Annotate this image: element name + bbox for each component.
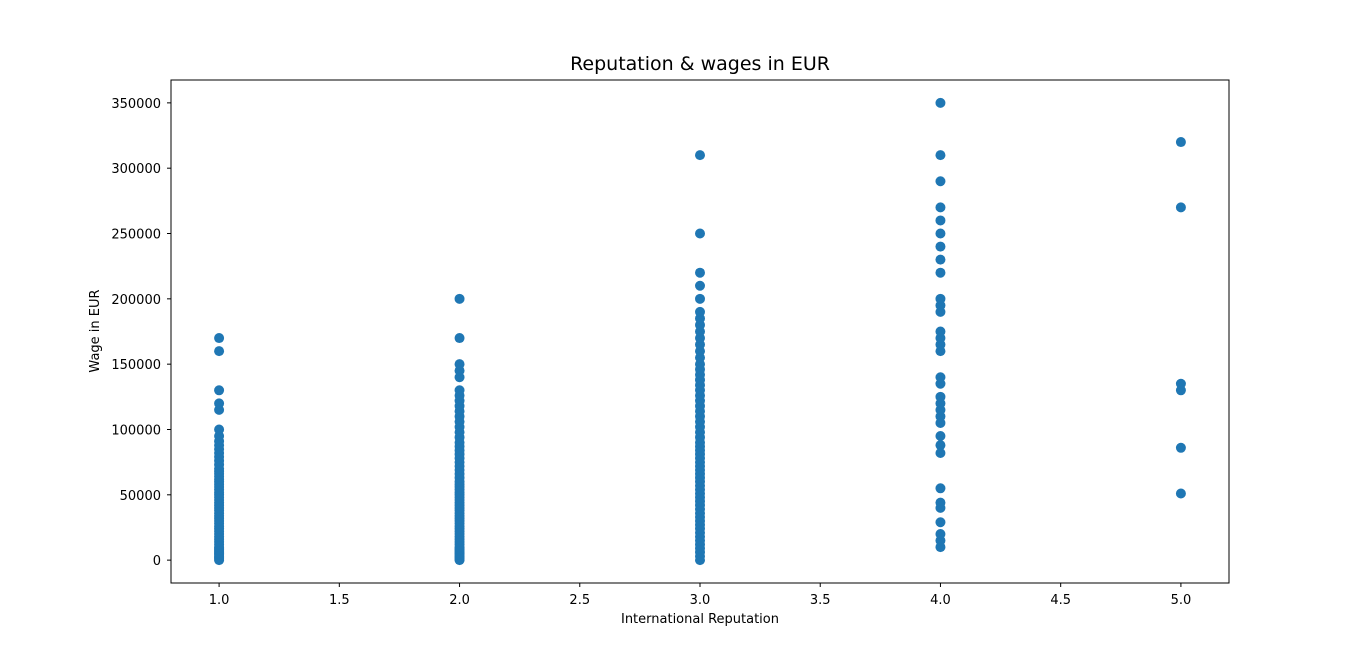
scatter-point [214,385,225,396]
y-tick-label: 50000 [120,489,161,504]
scatter-point [935,431,946,442]
scatter-point [935,267,946,278]
scatter-point [935,202,946,213]
scatter-point [214,333,225,344]
scatter-point [1175,202,1186,213]
x-tick-label: 5.0 [1171,593,1192,608]
scatter-point [1175,442,1186,453]
scatter-point [935,448,946,458]
scatter-point [935,440,946,451]
plot-area [214,97,1186,566]
scatter-point [935,241,946,252]
y-tick-label: 300000 [111,162,161,177]
scatter-point [1175,378,1186,389]
scatter-point [935,326,946,337]
scatter-point [454,333,465,344]
scatter-point [695,267,705,278]
scatter-point [935,529,946,540]
scatter-point [214,424,225,435]
scatter-point [695,293,705,304]
y-axis-label: Wage in EUR [88,289,103,372]
scatter-point [454,293,465,304]
scatter-point [935,97,946,108]
x-tick-label: 4.0 [930,593,951,608]
scatter-point [695,228,705,239]
scatter-point [1175,488,1186,499]
x-axis: 1.0 1.5 2.0 2.5 3.0 3.5 4.0 4.5 5.0 [209,583,1192,608]
y-tick-label: 200000 [111,293,161,308]
scatter-point [935,391,946,402]
scatter-point [695,150,705,161]
scatter-point [935,497,946,508]
scatter-point [935,228,946,239]
x-tick-label: 1.5 [329,593,350,608]
scatter-point [695,280,705,291]
y-tick-label: 250000 [111,228,161,243]
y-tick-label: 100000 [111,423,161,438]
scatter-point [935,293,946,304]
scatter-point [454,359,465,370]
x-tick-label: 3.5 [810,593,831,608]
y-tick-label: 150000 [111,358,161,373]
scatter-point [935,254,946,265]
x-tick-label: 1.0 [209,593,230,608]
scatter-point [214,346,225,357]
scatter-point [935,215,946,226]
scatter-point [935,483,946,494]
y-tick-label: 0 [153,554,161,569]
scatter-point [935,372,946,383]
scatter-point [1175,137,1186,148]
x-tick-label: 3.0 [690,593,711,608]
scatter-point [214,398,225,409]
chart-title: Reputation & wages in EUR [570,53,830,75]
x-axis-label: International Reputation [621,612,779,627]
y-axis: 0 50000 100000 150000 200000 250000 300000 3500… [111,97,171,569]
scatter-point [695,306,705,317]
x-tick-label: 4.5 [1050,593,1071,608]
scatter-point [454,385,465,396]
scatter-point [935,150,946,161]
x-tick-label: 2.5 [569,593,590,608]
scatter-point [935,176,946,187]
scatter-point [935,517,946,528]
y-tick-label: 350000 [111,97,161,112]
x-tick-label: 2.0 [449,593,470,608]
